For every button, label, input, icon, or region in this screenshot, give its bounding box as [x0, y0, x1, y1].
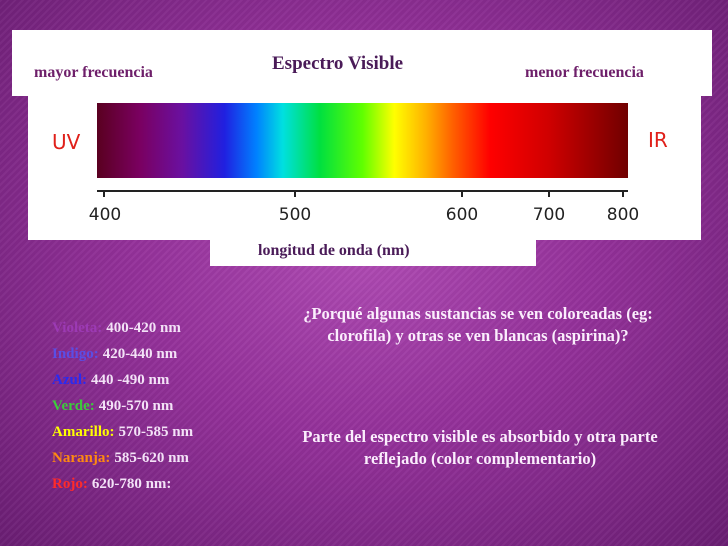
tick-label: 700	[532, 205, 566, 225]
color-name: Indigo:	[52, 346, 99, 362]
tick-mark	[461, 190, 463, 197]
axis-line	[97, 190, 628, 192]
color-row: Azul: 440 -490 nm	[52, 370, 193, 396]
color-range: 440 -490 nm	[91, 372, 170, 388]
color-name: Verde:	[52, 398, 95, 414]
color-range: 620-780 nm:	[91, 476, 172, 492]
tick-label: 600	[445, 205, 479, 225]
right-label: menor frecuencia	[525, 64, 644, 81]
color-range: 400-420 nm	[106, 320, 181, 336]
color-row: Verde: 490-570 nm	[52, 396, 193, 422]
left-label: mayor frecuencia	[34, 64, 153, 81]
ir-label: IR	[648, 128, 668, 152]
tick-mark	[294, 190, 296, 197]
color-row: Amarillo: 570-585 nm	[52, 422, 193, 448]
color-name: Rojo:	[52, 476, 88, 492]
color-row: Indigo: 420-440 nm	[52, 344, 193, 370]
color-range: 490-570 nm	[98, 398, 174, 414]
axis-label: longitud de onda (nm)	[258, 242, 410, 259]
tick-label: 400	[88, 205, 122, 225]
color-row: Violeta: 400-420 nm	[52, 318, 193, 344]
tick-mark	[548, 190, 550, 197]
title: Espectro Visible	[272, 53, 404, 74]
color-range: 420-440 nm	[102, 346, 178, 362]
color-list: Violeta: 400-420 nm Indigo: 420-440 nm Azul:…	[52, 318, 193, 500]
tick-label: 800	[606, 205, 640, 225]
spectrum-bar	[97, 103, 628, 178]
color-range: 585-620 nm	[114, 450, 189, 466]
color-name: Amarillo:	[52, 424, 115, 440]
tick-label: 500	[278, 205, 312, 225]
color-name: Violeta:	[52, 320, 103, 336]
color-name: Azul:	[52, 372, 87, 388]
answer: Parte del espectro visible es absorbido …	[302, 427, 658, 468]
color-range: 570-585 nm	[118, 424, 194, 440]
uv-label: UV	[52, 130, 81, 154]
color-row: Rojo: 620-780 nm:	[52, 474, 193, 500]
question: ¿Porqué algunas sustancias se ven colore…	[303, 304, 653, 345]
tick-mark	[622, 190, 624, 197]
color-name: Naranja:	[52, 450, 111, 466]
header-panel	[12, 30, 712, 96]
tick-mark	[103, 190, 105, 197]
axis-label-panel	[210, 236, 536, 266]
color-row: Naranja: 585-620 nm	[52, 448, 193, 474]
